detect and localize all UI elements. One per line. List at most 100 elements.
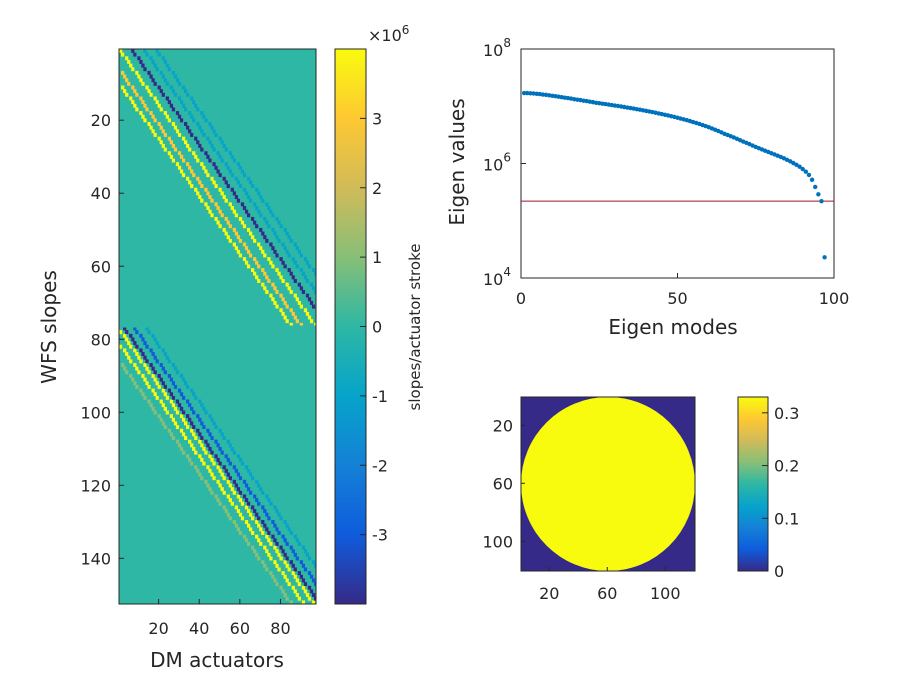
matrix-cell bbox=[169, 399, 174, 404]
matrix-cell bbox=[299, 304, 304, 309]
matrix-cell bbox=[267, 538, 271, 543]
matrix-cell bbox=[139, 348, 143, 353]
matrix-cell bbox=[309, 574, 314, 579]
matrix-cell bbox=[177, 81, 182, 86]
matrix-cell bbox=[228, 476, 232, 481]
matrix-cell bbox=[246, 176, 251, 181]
matrix-cell bbox=[198, 143, 202, 148]
matrix-cell bbox=[210, 176, 214, 181]
matrix-cell bbox=[212, 162, 216, 167]
matrix-cell bbox=[214, 202, 218, 207]
y-tick-label: 104 bbox=[483, 265, 511, 289]
matrix-cell bbox=[265, 549, 269, 554]
matrix-cell bbox=[139, 333, 143, 338]
matrix-cell bbox=[246, 509, 251, 514]
matrix-cell bbox=[240, 220, 245, 225]
matrix-cell bbox=[267, 224, 271, 229]
matrix-cell bbox=[133, 341, 137, 346]
matrix-cell bbox=[204, 450, 208, 455]
matrix-cell bbox=[279, 275, 283, 280]
matrix-cell bbox=[190, 184, 194, 189]
colorbar-tick-label: 3 bbox=[372, 109, 382, 128]
matrix-cell bbox=[309, 319, 314, 324]
x-tick-label: 80 bbox=[270, 619, 290, 638]
matrix-cell bbox=[275, 527, 279, 532]
x-tick-label: 40 bbox=[189, 619, 209, 638]
matrix-cell bbox=[196, 468, 200, 473]
matrix-cell bbox=[127, 355, 131, 360]
matrix-cell bbox=[224, 216, 228, 221]
matrix-cell bbox=[153, 81, 157, 86]
matrix-cell bbox=[267, 498, 271, 503]
matrix-cell bbox=[151, 388, 155, 393]
matrix-cell bbox=[287, 582, 291, 587]
matrix-cell bbox=[141, 352, 145, 357]
matrix-cell bbox=[192, 173, 196, 178]
matrix-cell bbox=[279, 308, 283, 313]
matrix-cell bbox=[206, 206, 210, 210]
matrix-cell bbox=[226, 184, 230, 189]
matrix-cell bbox=[228, 238, 232, 243]
colorbar-tick-label: -1 bbox=[372, 387, 388, 406]
matrix-cell bbox=[216, 220, 220, 225]
matrix-cell bbox=[218, 136, 222, 141]
matrix-cell bbox=[311, 560, 316, 565]
matrix-cell bbox=[238, 530, 243, 535]
matrix-cell bbox=[204, 187, 208, 192]
matrix-cell bbox=[179, 392, 184, 397]
matrix-cell bbox=[275, 549, 279, 554]
x-tick-label: 100 bbox=[819, 289, 850, 308]
pupil-map-frame bbox=[520, 396, 696, 572]
matrix-cell bbox=[141, 100, 145, 105]
matrix-cell bbox=[261, 268, 265, 273]
matrix-cell bbox=[125, 330, 129, 335]
matrix-cell bbox=[273, 578, 277, 583]
matrix-cell bbox=[232, 191, 236, 196]
matrix-cell bbox=[226, 457, 230, 462]
matrix-cell bbox=[281, 279, 285, 283]
matrix-cell bbox=[151, 333, 155, 338]
matrix-cell bbox=[214, 439, 218, 444]
eigenvalue-point bbox=[803, 169, 809, 174]
matrix-cell bbox=[177, 443, 182, 448]
matrix-cell bbox=[222, 476, 226, 481]
matrix-cell bbox=[273, 523, 277, 528]
matrix-cell bbox=[224, 468, 228, 473]
matrix-cell bbox=[139, 359, 143, 364]
matrix-cell bbox=[179, 414, 184, 419]
matrix-cell bbox=[267, 257, 271, 262]
matrix-cell bbox=[297, 582, 301, 587]
matrix-cell bbox=[263, 545, 267, 550]
matrix-cell bbox=[161, 366, 165, 371]
matrix-cell bbox=[198, 417, 202, 422]
matrix-cell bbox=[210, 213, 214, 218]
matrix-cell bbox=[303, 582, 308, 587]
matrix-cell bbox=[194, 436, 198, 440]
matrix-cell bbox=[188, 439, 192, 444]
matrix-cell bbox=[218, 209, 222, 214]
matrix-cell bbox=[265, 534, 269, 539]
matrix-cell bbox=[226, 494, 230, 499]
matrix-cell bbox=[234, 483, 239, 488]
matrix-cell bbox=[255, 260, 259, 265]
matrix-cell bbox=[212, 461, 216, 466]
matrix-cell bbox=[297, 571, 301, 576]
matrix-cell bbox=[165, 96, 169, 101]
matrix-cell bbox=[163, 78, 167, 83]
matrix-cell bbox=[171, 122, 176, 126]
matrix-cell bbox=[135, 366, 139, 371]
y-tick-label: 20 bbox=[493, 416, 513, 435]
matrix-cell bbox=[313, 289, 316, 294]
matrix-cell bbox=[159, 363, 163, 367]
matrix-cell bbox=[291, 571, 295, 576]
matrix-cell bbox=[214, 454, 218, 459]
matrix-cell bbox=[143, 67, 147, 72]
matrix-cell bbox=[161, 381, 165, 386]
matrix-cell bbox=[133, 89, 137, 94]
colorbar-tick-label: 0 bbox=[774, 562, 784, 581]
matrix-cell bbox=[173, 366, 178, 371]
matrix-cell bbox=[169, 392, 174, 397]
matrix-cell bbox=[297, 596, 301, 601]
matrix-cell bbox=[307, 264, 312, 269]
matrix-cell bbox=[303, 589, 308, 594]
